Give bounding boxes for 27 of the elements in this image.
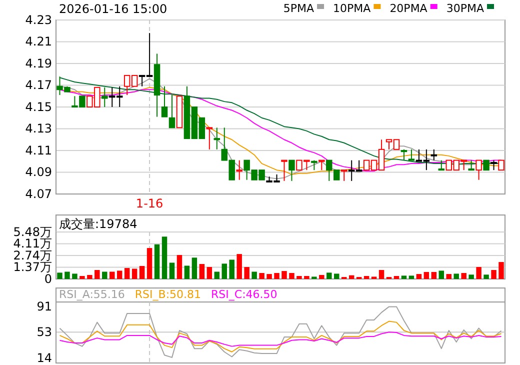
- y-tick-label: 4.11: [25, 143, 52, 158]
- y-tick-label: 14: [36, 351, 52, 365]
- legend-label: 5PMA: [283, 2, 314, 15]
- series-label: RSI_A:55.16: [59, 288, 125, 301]
- y-tick-label: 0: [44, 272, 52, 286]
- chart-title: 成交量:19784: [59, 217, 138, 231]
- y-tick-label: 4.07: [25, 186, 52, 201]
- legend-label: 20PMA: [390, 2, 428, 15]
- text: RSI_C:46.50: [211, 288, 278, 301]
- chart-title: 2026-01-16 15:00: [59, 2, 168, 16]
- legend-label: 30PMA: [446, 2, 484, 15]
- y-tick-label: 91: [36, 300, 52, 314]
- y-tick-label: 2.74万: [13, 248, 52, 262]
- y-tick-label: 4.15: [25, 100, 52, 114]
- text: RSI_B:50.81: [134, 288, 202, 301]
- y-tick-label: 53: [36, 325, 52, 340]
- legend-label: 10PMA: [333, 2, 372, 15]
- y-tick-label: 4.17: [25, 78, 52, 92]
- y-tick-label: 4.19: [25, 56, 52, 70]
- y-tick-label: 4.11万: [13, 236, 52, 251]
- x-tick-label: 1-16: [136, 196, 164, 211]
- y-tick-label: 4.23: [25, 12, 52, 27]
- y-tick-label: 4.21: [25, 34, 52, 49]
- y-tick-label: 5.48万: [13, 224, 52, 239]
- y-tick-label: 1.37万: [13, 260, 52, 274]
- y-tick-label: 4.13: [25, 122, 52, 136]
- y-tick-label: 4.09: [25, 165, 52, 180]
